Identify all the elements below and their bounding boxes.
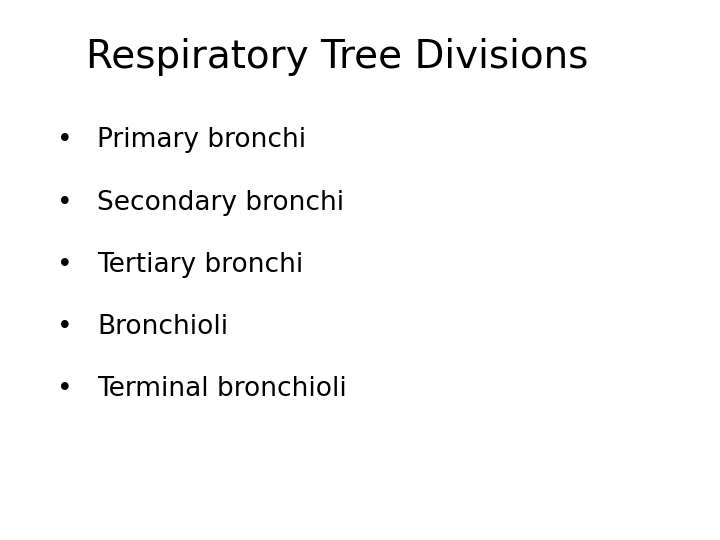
Text: •: • xyxy=(57,127,73,153)
Text: •: • xyxy=(57,190,73,215)
Text: Tertiary bronchi: Tertiary bronchi xyxy=(97,252,303,278)
Text: •: • xyxy=(57,252,73,278)
Text: Bronchioli: Bronchioli xyxy=(97,314,228,340)
Text: Primary bronchi: Primary bronchi xyxy=(97,127,306,153)
Text: •: • xyxy=(57,314,73,340)
Text: Respiratory Tree Divisions: Respiratory Tree Divisions xyxy=(86,38,589,76)
Text: Secondary bronchi: Secondary bronchi xyxy=(97,190,344,215)
Text: •: • xyxy=(57,376,73,402)
Text: Terminal bronchioli: Terminal bronchioli xyxy=(97,376,347,402)
